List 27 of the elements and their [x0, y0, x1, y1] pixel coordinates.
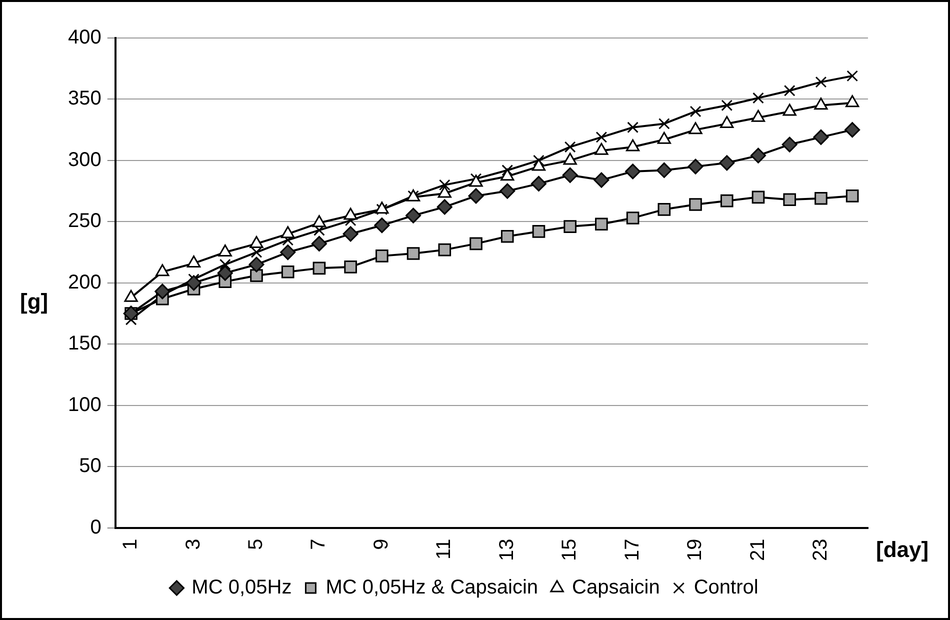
legend-label: Control	[694, 576, 758, 599]
x-tick-label: 11	[433, 538, 456, 560]
x-tick-label: 15	[558, 538, 581, 562]
y-tick-label: 50	[79, 455, 102, 478]
y-tick-label: 400	[68, 26, 102, 49]
x-tick-label: 3	[182, 538, 204, 550]
y-tick-label: 0	[90, 516, 102, 538]
legend-label: Capsaicin	[572, 576, 660, 599]
legend-label: MC 0,05Hz	[192, 576, 292, 599]
y-tick-label: 150	[68, 332, 102, 355]
y-tick-label: 350	[68, 88, 102, 110]
y-tick-label: 200	[68, 271, 102, 294]
x-tick-label: 7	[308, 538, 330, 550]
y-tick-label: 300	[68, 148, 102, 171]
x-tick-label: 23	[809, 538, 832, 562]
x-tick-label: 17	[621, 538, 644, 562]
x-tick-label: 1	[120, 538, 142, 550]
x-tick-label: 19	[684, 538, 706, 562]
x-tick-label: 5	[245, 538, 268, 550]
x-tick-label: 9	[370, 538, 392, 550]
y-tick-label: 100	[68, 394, 102, 416]
x-tick-label: 13	[496, 538, 518, 562]
x-tick-label: 21	[746, 538, 769, 562]
y-tick-label: 250	[68, 210, 102, 232]
legend-label: MC 0,05Hz & Capsaicin	[326, 576, 538, 599]
x-axis-title: [day]	[876, 536, 929, 562]
y-axis-title: [g]	[20, 288, 48, 314]
